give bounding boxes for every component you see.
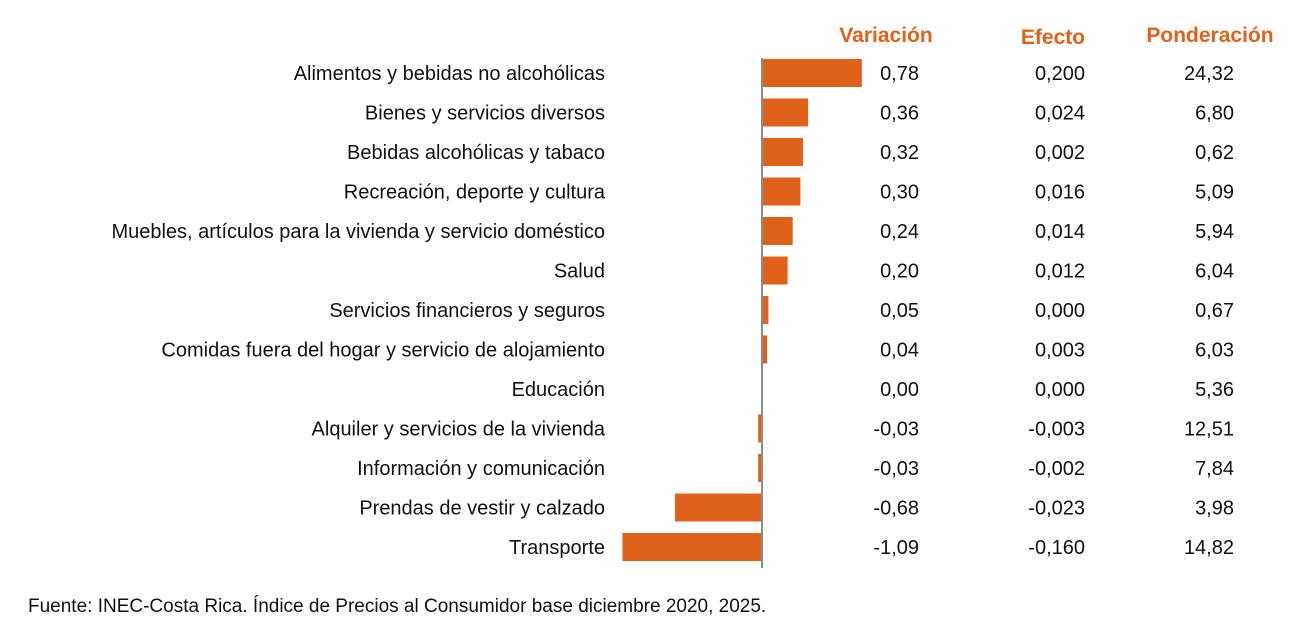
category-label: Bebidas alcohólicas y tabaco xyxy=(347,142,605,164)
bar-row: Bebidas alcohólicas y tabaco 0,32 0,002 0,6… xyxy=(347,138,1234,166)
efecto-value: -0,160 xyxy=(1028,537,1085,559)
category-label: Comidas fuera del hogar y servicio de al… xyxy=(161,340,605,362)
efecto-value: 0,012 xyxy=(1035,261,1085,283)
bar xyxy=(762,256,788,285)
bar-row: Transporte -1,09 -0,160 14,82 xyxy=(509,533,1234,561)
efecto-value: 0,024 xyxy=(1035,103,1085,125)
category-label: Recreación, deporte y cultura xyxy=(344,182,606,204)
category-label: Muebles, artículos para la vivienda y se… xyxy=(111,221,605,243)
ponderacion-value: 24,32 xyxy=(1184,63,1234,85)
ponderacion-value: 12,51 xyxy=(1184,419,1234,441)
category-label: Alquiler y servicios de la vivienda xyxy=(312,419,606,441)
variacion-value: -0,03 xyxy=(873,419,919,441)
efecto-value: 0,000 xyxy=(1035,379,1085,401)
bar-row: Prendas de vestir y calzado -0,68 -0,023 3,… xyxy=(359,493,1234,522)
category-label: Alimentos y bebidas no alcohólicas xyxy=(294,63,605,85)
category-label: Salud xyxy=(554,261,605,283)
ponderacion-value: 0,67 xyxy=(1195,300,1234,322)
category-label: Transporte xyxy=(509,537,605,559)
bar-row: Educación 0,00 0,000 5,36 xyxy=(512,379,1234,401)
bar-row: Servicios financieros y seguros 0,05 0,000… xyxy=(329,296,1234,324)
efecto-value: -0,023 xyxy=(1028,498,1085,520)
variacion-value: 0,36 xyxy=(880,103,919,125)
bar xyxy=(762,335,768,364)
variacion-value: 0,00 xyxy=(880,379,919,401)
header-ponderacion: Ponderación xyxy=(1146,24,1273,47)
efecto-value: 0,003 xyxy=(1035,340,1085,362)
efecto-value: -0,002 xyxy=(1028,458,1085,480)
efecto-value: -0,003 xyxy=(1028,419,1085,441)
bar xyxy=(762,59,862,87)
efecto-value: 0,016 xyxy=(1035,182,1085,204)
variacion-value: 0,32 xyxy=(880,142,919,164)
variacion-value: 0,78 xyxy=(880,63,919,85)
bar-row: Muebles, artículos para la vivienda y se… xyxy=(111,217,1234,245)
category-label: Prendas de vestir y calzado xyxy=(359,498,605,520)
efecto-value: 0,002 xyxy=(1035,142,1085,164)
ponderacion-value: 7,84 xyxy=(1195,458,1234,480)
category-label: Educación xyxy=(512,379,605,401)
variacion-value: 0,30 xyxy=(880,182,919,204)
bar-row: Comidas fuera del hogar y servicio de al… xyxy=(161,335,1234,364)
bar xyxy=(622,533,762,561)
category-label: Bienes y servicios diversos xyxy=(365,103,605,125)
efecto-value: 0,200 xyxy=(1035,63,1085,85)
header-efecto: Efecto xyxy=(1021,26,1085,49)
variacion-value: 0,20 xyxy=(880,261,919,283)
variacion-value: -0,68 xyxy=(873,498,919,520)
category-label: Información y comunicación xyxy=(357,458,605,480)
ponderacion-value: 6,80 xyxy=(1195,103,1234,125)
ponderacion-value: 5,94 xyxy=(1195,221,1234,243)
ponderacion-value: 5,36 xyxy=(1195,379,1234,401)
bar-row: Recreación, deporte y cultura 0,30 0,016 5,… xyxy=(344,177,1234,206)
bar-row: Alimentos y bebidas no alcohólicas 0,78 0,… xyxy=(294,59,1234,87)
bar xyxy=(674,493,762,522)
bar xyxy=(762,217,793,245)
source-note: Fuente: INEC-Costa Rica. Índice de Preci… xyxy=(28,596,766,617)
efecto-value: 0,000 xyxy=(1035,300,1085,322)
category-label: Servicios financieros y seguros xyxy=(329,300,605,322)
ponderacion-value: 6,03 xyxy=(1195,340,1234,362)
bar xyxy=(758,414,762,443)
ponderacion-value: 3,98 xyxy=(1195,498,1234,520)
ponderacion-value: 6,04 xyxy=(1195,261,1234,283)
bar-row: Salud 0,20 0,012 6,04 xyxy=(554,256,1234,285)
variacion-value: -0,03 xyxy=(873,458,919,480)
bar xyxy=(762,296,769,324)
variacion-value: 0,05 xyxy=(880,300,919,322)
header-variacion: Variación xyxy=(839,24,932,47)
bar xyxy=(758,454,762,482)
bar-row: Información y comunicación -0,03 -0,002 7,8… xyxy=(357,454,1234,482)
bar xyxy=(762,138,803,166)
variacion-value: -1,09 xyxy=(873,537,919,559)
ponderacion-value: 14,82 xyxy=(1184,537,1234,559)
efecto-value: 0,014 xyxy=(1035,221,1085,243)
variacion-value: 0,04 xyxy=(880,340,919,362)
bar-row: Bienes y servicios diversos 0,36 0,024 6,80 xyxy=(365,98,1234,127)
bar-row: Alquiler y servicios de la vivienda -0,03… xyxy=(312,414,1234,443)
bar xyxy=(762,98,809,127)
ponderacion-value: 0,62 xyxy=(1195,142,1234,164)
ponderacion-value: 5,09 xyxy=(1195,182,1234,204)
bar xyxy=(762,177,801,206)
variacion-value: 0,24 xyxy=(880,221,919,243)
